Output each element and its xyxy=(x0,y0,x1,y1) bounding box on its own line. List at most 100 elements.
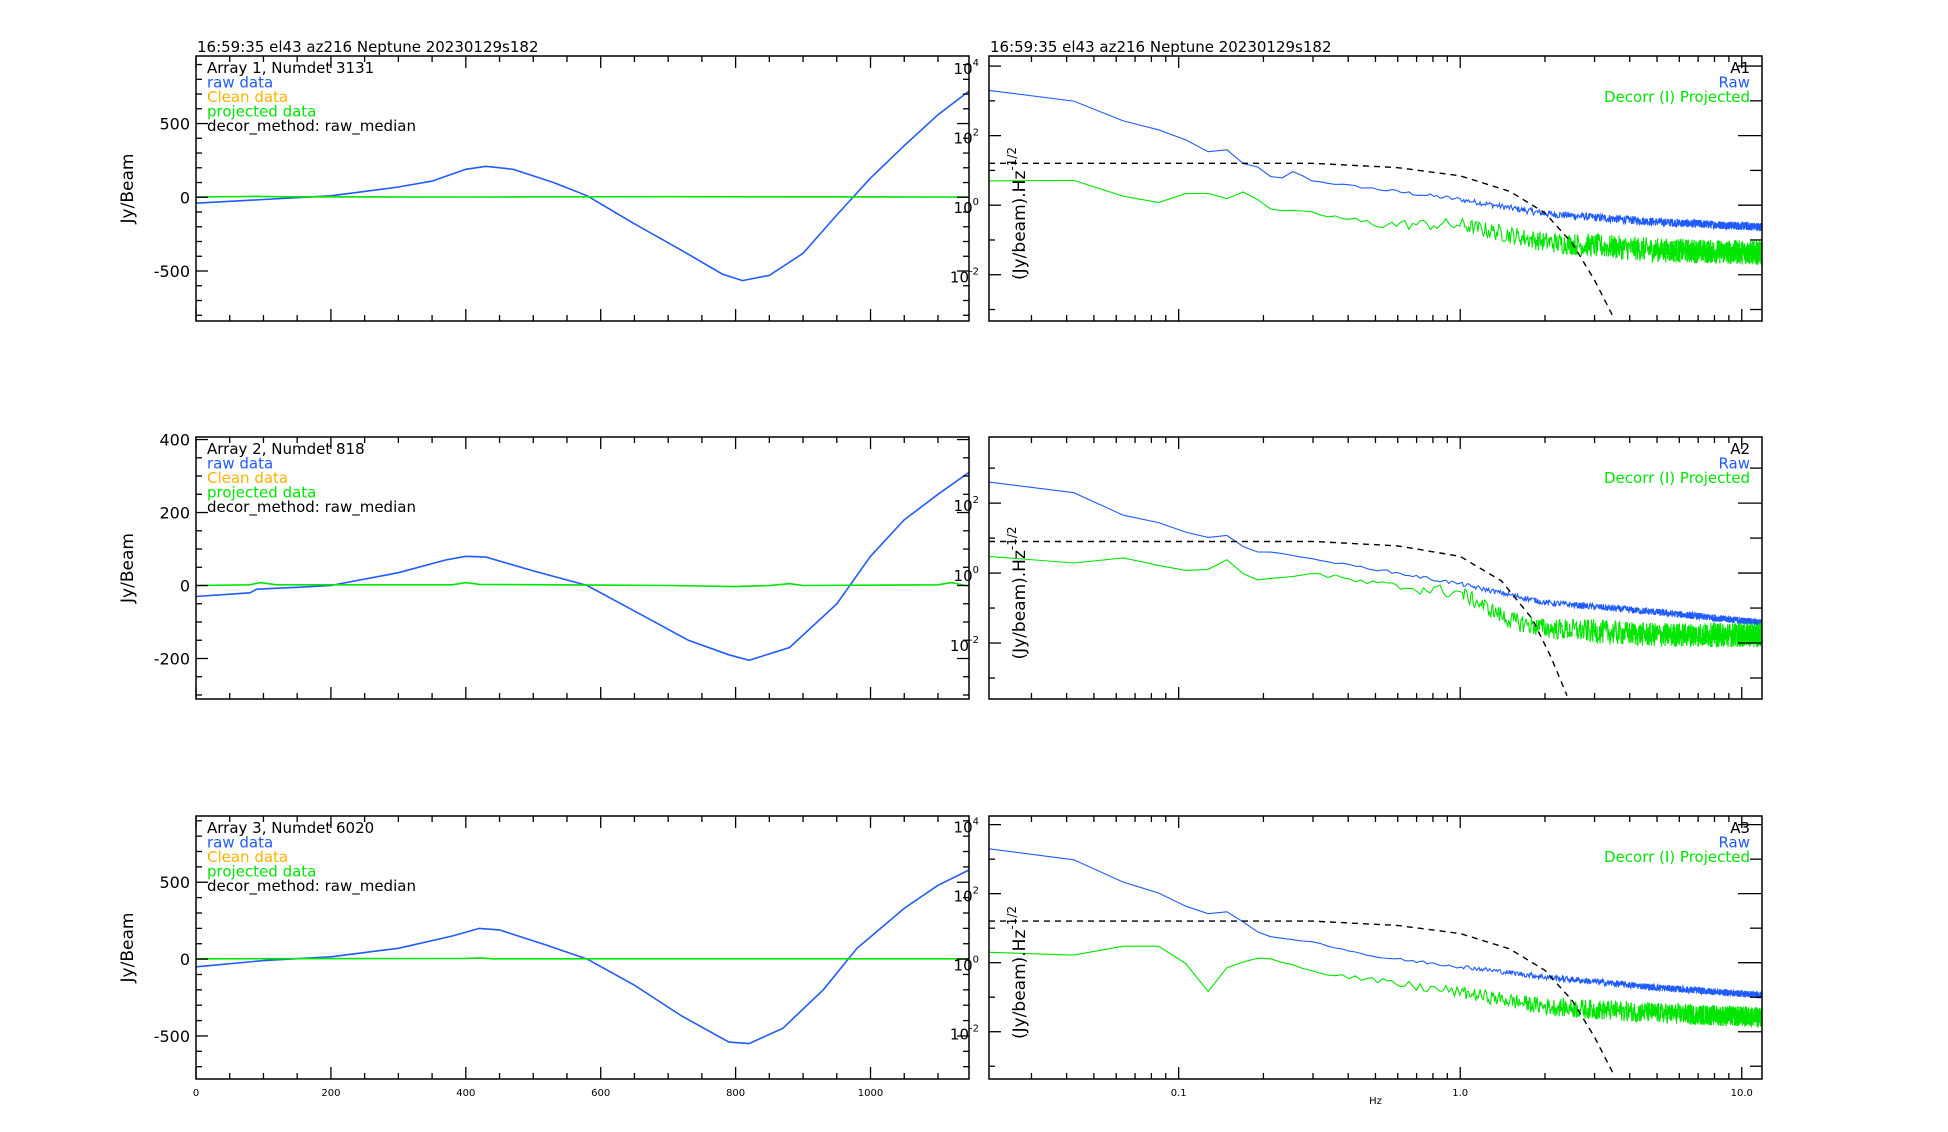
y-tick-exponent: -2 xyxy=(969,267,979,278)
y-tick-label: -200 xyxy=(154,649,190,668)
x-tick-label: 1.0 xyxy=(1452,1088,1468,1099)
y-tick-label: -500 xyxy=(154,1027,190,1046)
y-tick-exponent: 2 xyxy=(973,495,979,506)
y-axis-label: (Jy/beam).Hz-1/2 xyxy=(1005,526,1030,659)
y-tick-base: 10 xyxy=(950,269,969,287)
y-tick-label: 400 xyxy=(159,431,190,450)
legend-item: Clean data xyxy=(207,88,288,106)
y-tick-exponent: 0 xyxy=(973,565,979,576)
x-axis-label: Hz xyxy=(1369,1096,1382,1107)
legend-item: Array 1, Numdet 3131 xyxy=(207,59,374,77)
raw-data-series-line xyxy=(196,869,969,1045)
y-tick-exponent: 2 xyxy=(973,886,979,897)
plot-area xyxy=(989,481,1762,697)
plot-area xyxy=(196,90,969,282)
model-series-line xyxy=(989,920,1614,1075)
y-tick-exponent: 0 xyxy=(973,955,979,966)
y-axis-label: Jy/Beam xyxy=(118,154,138,225)
plot-frame xyxy=(195,436,970,700)
y-tick-label: 100 xyxy=(954,955,979,975)
legend-item: raw data xyxy=(207,455,273,473)
y-tick-label: 500 xyxy=(159,873,190,892)
y-tick-label: 100 xyxy=(954,197,979,217)
y-axis-label-base: (Jy/beam).Hz xyxy=(1010,930,1030,1039)
y-tick-base: 10 xyxy=(954,60,973,78)
y-tick-label: 102 xyxy=(954,128,979,148)
legend-item: A3 xyxy=(1730,819,1750,837)
plot-frame xyxy=(195,815,970,1080)
plot-area xyxy=(196,869,969,1045)
plot-area xyxy=(989,848,1762,1075)
y-tick-label: 200 xyxy=(159,504,190,523)
y-tick-base: 10 xyxy=(954,819,973,837)
spectrum-panel-1: 10-2100102104(Jy/beam).Hz-1/2A1RawDecorr… xyxy=(950,38,1763,322)
legend-item: decor_method: raw_median xyxy=(207,117,416,136)
y-tick-label: 10-2 xyxy=(950,635,979,655)
legend-item: Array 2, Numdet 818 xyxy=(207,440,365,458)
y-tick-base: 10 xyxy=(954,567,973,585)
y-tick-exponent: -2 xyxy=(969,1024,979,1035)
legend-item: Decorr (I) Projected xyxy=(1604,88,1750,106)
y-tick-label: 0 xyxy=(180,950,190,969)
y-axis-label-base: (Jy/beam).Hz xyxy=(1010,171,1030,280)
x-tick-label: 10.0 xyxy=(1731,1088,1753,1099)
y-tick-base: 10 xyxy=(954,199,973,217)
legend-item: projected data xyxy=(207,863,316,881)
y-axis-label: (Jy/beam).Hz-1/2 xyxy=(1005,147,1030,280)
y-tick-base: 10 xyxy=(950,637,969,655)
y-tick-exponent: 2 xyxy=(973,128,979,139)
y-tick-label: 10-2 xyxy=(950,267,979,287)
timestream-panel-2: -200 0 200 400 Jy/Beam Array 2, Numdet 818raw… xyxy=(118,431,970,700)
legend-item: A1 xyxy=(1730,59,1750,77)
legend-item: Raw xyxy=(1718,834,1750,852)
y-tick-exponent: 4 xyxy=(973,817,979,828)
projected-data-series-line xyxy=(196,957,969,960)
y-tick-base: 10 xyxy=(954,497,973,515)
legend-item: raw data xyxy=(207,834,273,852)
raw-series-line xyxy=(989,481,1762,627)
x-tick-label: 800 xyxy=(726,1088,745,1099)
plot-title: 16:59:35 el43 az216 Neptune 20230129s182 xyxy=(197,38,539,56)
y-tick-exponent: 4 xyxy=(973,58,979,69)
legend-item: Clean data xyxy=(207,848,288,866)
legend-item: projected data xyxy=(207,103,316,121)
y-axis-label: Jy/Beam xyxy=(118,533,138,604)
y-tick-label: 0 xyxy=(180,577,190,596)
decorr-i-projected-series-line xyxy=(989,945,1762,1028)
y-tick-label: 102 xyxy=(954,886,979,906)
x-tick-label: 1000 xyxy=(858,1088,883,1099)
y-axis-label-base: (Jy/beam).Hz xyxy=(1010,550,1030,659)
projected-data-series-line xyxy=(196,581,969,588)
plot-area xyxy=(196,471,969,662)
decorr-i-projected-series-line xyxy=(989,179,1762,266)
y-tick-label: -500 xyxy=(154,262,190,281)
projected-data-series-line xyxy=(196,195,969,198)
y-tick-label: 102 xyxy=(954,495,979,515)
y-tick-label: 104 xyxy=(954,817,979,837)
legend-item: Decorr (I) Projected xyxy=(1604,469,1750,487)
y-tick-label: 100 xyxy=(954,565,979,585)
raw-data-series-line xyxy=(196,90,969,282)
y-axis-label-exponent: -1/2 xyxy=(1005,906,1019,930)
legend-item: A2 xyxy=(1730,440,1750,458)
timestream-panel-3: -500 0 500 0 200 400 600 800 1000 Jy/Beam Array 3,… xyxy=(118,815,970,1099)
y-tick-base: 10 xyxy=(950,1026,969,1044)
legend-item: Raw xyxy=(1718,74,1750,92)
y-tick-base: 10 xyxy=(954,957,973,975)
legend-item: raw data xyxy=(207,74,273,92)
y-tick-label: 10-2 xyxy=(950,1024,979,1044)
plot-area xyxy=(989,89,1762,318)
legend-item: decor_method: raw_median xyxy=(207,877,416,896)
x-tick-label: 200 xyxy=(321,1088,340,1099)
legend-item: Array 3, Numdet 6020 xyxy=(207,819,374,837)
legend-item: Raw xyxy=(1718,455,1750,473)
plot-title: 16:59:35 el43 az216 Neptune 20230129s182 xyxy=(990,38,1332,56)
y-tick-label: 0 xyxy=(180,188,190,207)
raw-series-line xyxy=(989,848,1762,999)
legend-item: Decorr (I) Projected xyxy=(1604,848,1750,866)
legend-item: projected data xyxy=(207,484,316,502)
x-tick-label: 0.1 xyxy=(1171,1088,1187,1099)
